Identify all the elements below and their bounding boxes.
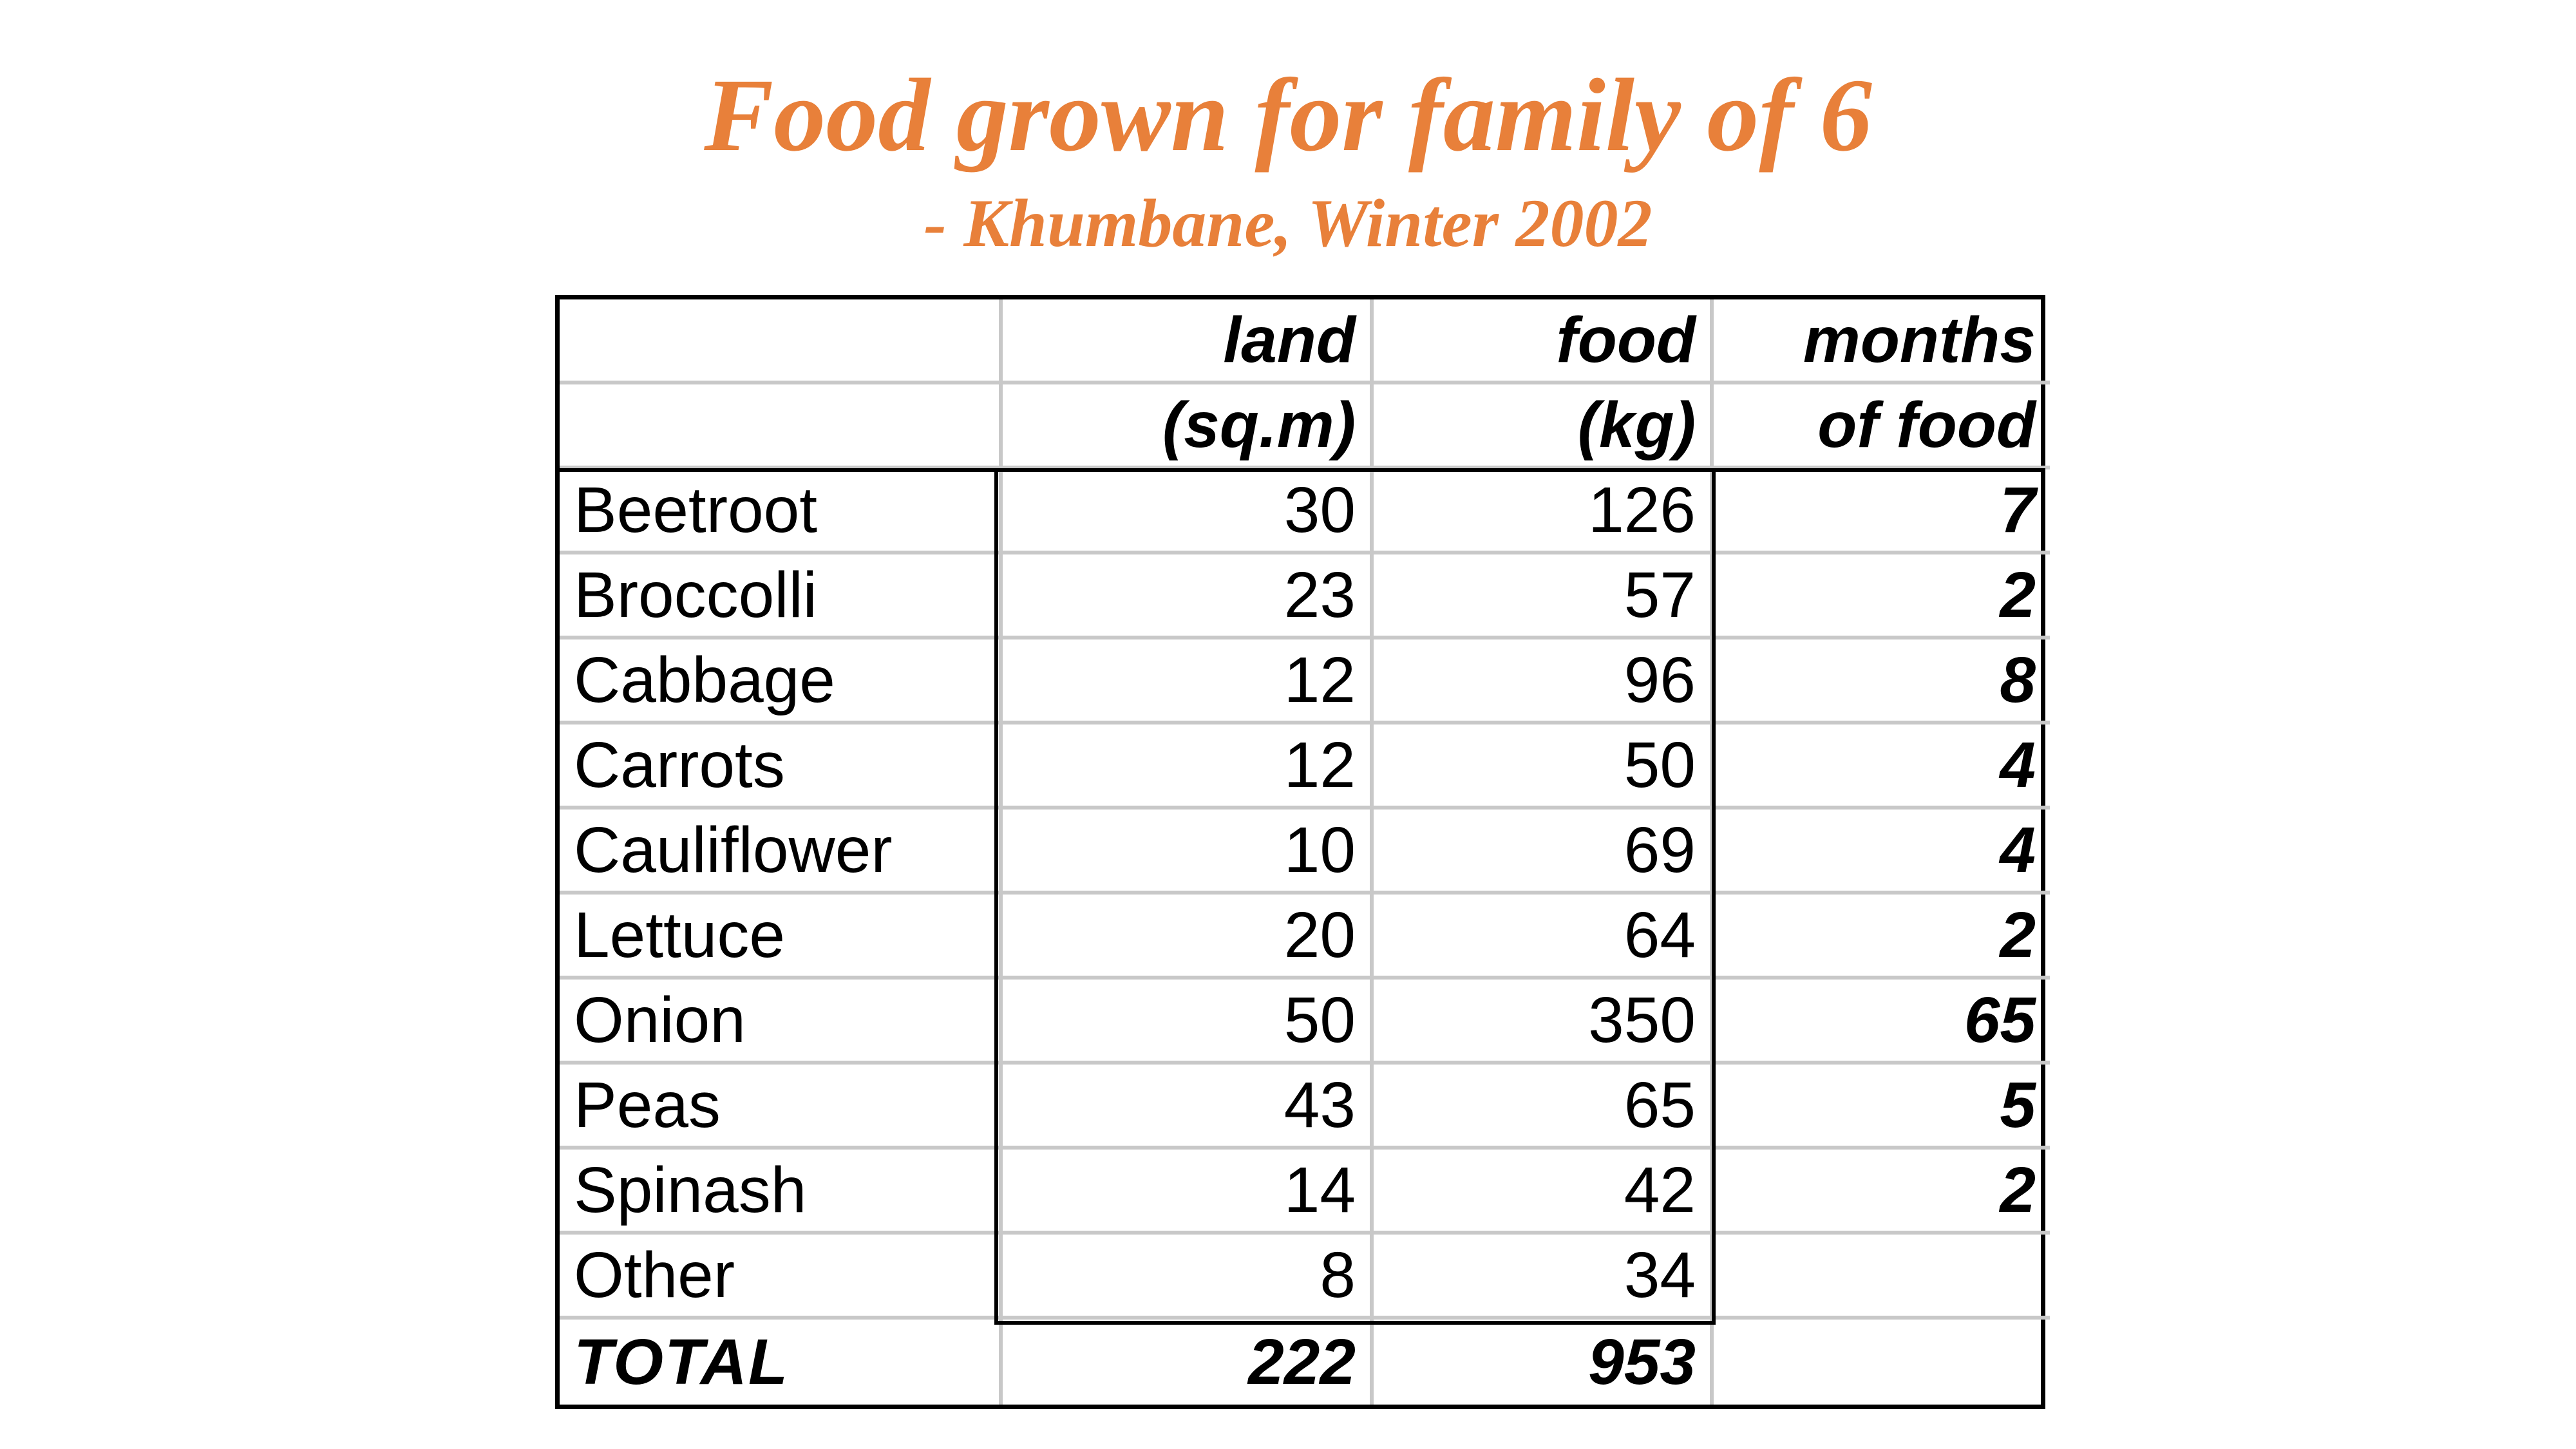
row-land: 8 (1003, 1235, 1374, 1320)
header-food-line1: food (1374, 299, 1714, 384)
row-land: 50 (1003, 980, 1374, 1065)
row-food: 34 (1374, 1235, 1714, 1320)
row-months: 5 (1714, 1065, 2050, 1150)
row-months: 8 (1714, 639, 2050, 724)
row-name: Spinash (560, 1150, 1003, 1235)
page-title: Food grown for family of 6 (704, 58, 1872, 173)
row-months: 4 (1714, 810, 2050, 895)
row-land: 20 (1003, 895, 1374, 980)
header-months-line2: of food (1714, 384, 2050, 469)
row-name: Other (560, 1235, 1003, 1320)
row-food: 96 (1374, 639, 1714, 724)
row-land: 12 (1003, 639, 1374, 724)
row-food: 126 (1374, 469, 1714, 554)
row-months: 2 (1714, 895, 2050, 980)
row-months: 7 (1714, 469, 2050, 554)
total-land: 222 (1003, 1320, 1374, 1405)
row-name: Cauliflower (560, 810, 1003, 895)
page-subtitle: - Khumbane, Winter 2002 (923, 185, 1653, 261)
row-land: 10 (1003, 810, 1374, 895)
row-months: 4 (1714, 724, 2050, 810)
row-food: 69 (1374, 810, 1714, 895)
row-land: 23 (1003, 554, 1374, 639)
header-land-line1: land (1003, 299, 1374, 384)
row-name: Peas (560, 1065, 1003, 1150)
header-name-line2 (560, 384, 1003, 469)
row-months: 2 (1714, 554, 2050, 639)
row-food: 350 (1374, 980, 1714, 1065)
row-name: Lettuce (560, 895, 1003, 980)
row-name: Onion (560, 980, 1003, 1065)
row-name: Carrots (560, 724, 1003, 810)
row-food: 57 (1374, 554, 1714, 639)
header-months-line1: months (1714, 299, 2050, 384)
row-land: 30 (1003, 469, 1374, 554)
total-food: 953 (1374, 1320, 1714, 1405)
food-table: land food months (sq.m) (kg) of food Bee… (555, 295, 2050, 1409)
total-months (1714, 1320, 2050, 1405)
row-name: Cabbage (560, 639, 1003, 724)
row-land: 12 (1003, 724, 1374, 810)
row-land: 43 (1003, 1065, 1374, 1150)
row-months (1714, 1235, 2050, 1320)
row-land: 14 (1003, 1150, 1374, 1235)
row-food: 50 (1374, 724, 1714, 810)
header-name-line1 (560, 299, 1003, 384)
header-food-line2: (kg) (1374, 384, 1714, 469)
row-name: Broccolli (560, 554, 1003, 639)
row-name: Beetroot (560, 469, 1003, 554)
row-food: 64 (1374, 895, 1714, 980)
row-months: 65 (1714, 980, 2050, 1065)
row-months: 2 (1714, 1150, 2050, 1235)
total-label: TOTAL (560, 1320, 1003, 1405)
header-land-line2: (sq.m) (1003, 384, 1374, 469)
row-food: 65 (1374, 1065, 1714, 1150)
row-food: 42 (1374, 1150, 1714, 1235)
